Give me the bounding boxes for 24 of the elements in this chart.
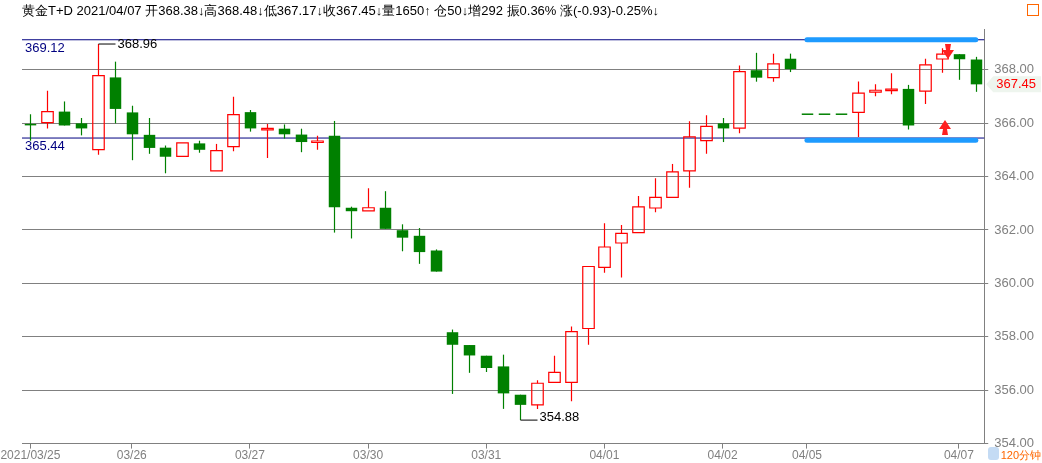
annotation: 368.96 bbox=[117, 35, 158, 51]
annotation: 354.88 bbox=[539, 409, 580, 425]
y-tick-label: 360.00 bbox=[994, 274, 1034, 290]
x-tick-label: 03/30 bbox=[353, 448, 384, 463]
x-tick-label: 03/27 bbox=[234, 448, 266, 463]
chart-title: 黄金T+D 2021/04/07 开368.38↓高368.48↓低367.17↓收367.45↓量1650↑ 仓50↓增292 振0.36% 涨(-0.93)-0.25%↓ bbox=[22, 3, 659, 19]
ref-line-label: 365.44 bbox=[25, 138, 65, 154]
y-tick-label: 364.00 bbox=[994, 168, 1034, 184]
y-tick-label: 358.00 bbox=[994, 328, 1034, 344]
y-tick-label: 368.00 bbox=[994, 61, 1034, 77]
x-tick-label: 03/26 bbox=[116, 448, 148, 463]
x-tick-label: 2021/03/25 bbox=[0, 448, 61, 463]
ref-line-label: 369.12 bbox=[25, 39, 65, 55]
x-tick-label: 04/05 bbox=[791, 448, 823, 463]
x-tick-label: 04/01 bbox=[589, 448, 620, 463]
x-tick-label: 03/31 bbox=[471, 448, 502, 463]
y-tick-label: 356.00 bbox=[994, 381, 1034, 397]
x-tick-label: 04/02 bbox=[707, 448, 738, 463]
y-tick-label: 366.00 bbox=[994, 114, 1034, 130]
x-tick-label: 04/07 bbox=[943, 448, 975, 463]
y-tick-label: 354.00 bbox=[994, 435, 1034, 451]
text: 367.45 bbox=[996, 75, 1036, 91]
y-tick-label: 362.00 bbox=[994, 221, 1034, 237]
text: 120分钟 bbox=[1000, 448, 1041, 461]
